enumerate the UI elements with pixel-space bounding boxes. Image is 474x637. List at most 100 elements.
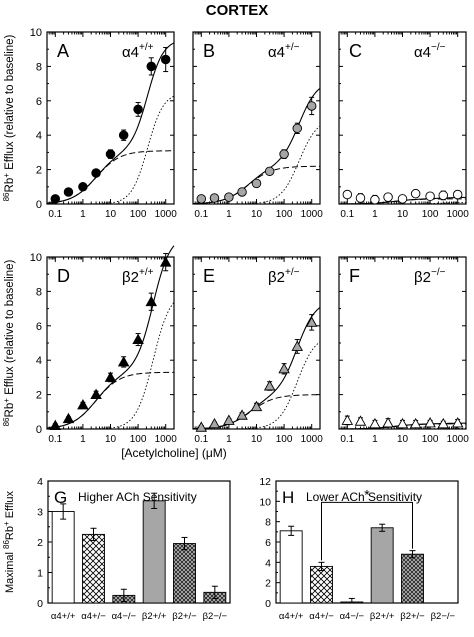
- data-point: [49, 419, 62, 431]
- x-tick-label: 100: [130, 209, 147, 220]
- x-tick-label: 100: [422, 434, 439, 445]
- data-point: [291, 340, 304, 351]
- x-tick-label: 100: [276, 209, 293, 220]
- x-tick-label: 0.1: [194, 209, 208, 220]
- data-point: [104, 371, 117, 382]
- fit-low-sensitivity-curve: [47, 95, 175, 205]
- data-point: [91, 168, 101, 178]
- data-point: [133, 104, 143, 115]
- category-label: β2+/+: [370, 611, 395, 622]
- panel-letter: B: [203, 41, 215, 61]
- y-axis-label: Maximal 86Rb+ Efflux: [2, 490, 16, 593]
- y-tick-label: 0: [37, 598, 43, 610]
- y-tick-label: 6: [265, 537, 271, 549]
- category-label: α4−/−: [112, 611, 137, 622]
- panel-letter: E: [203, 266, 215, 286]
- data-point: [50, 194, 61, 204]
- x-tick-label: 0.1: [194, 434, 208, 445]
- fit-total-curve: [46, 42, 175, 204]
- y-tick-label: 3: [37, 507, 43, 519]
- significance-label: *: [364, 486, 370, 502]
- category-label: β2−/−: [203, 611, 228, 622]
- x-tick-label: 0.1: [48, 434, 62, 445]
- significance-bracket: [321, 501, 413, 561]
- data-point: [409, 417, 422, 429]
- panel-e: 0.1 1 10 100 1000 E β2+/−: [192, 256, 324, 445]
- data-point: [160, 54, 171, 65]
- bar: [370, 527, 394, 604]
- x-tick-label: 1000: [447, 434, 470, 445]
- category-label: β2+/−: [172, 611, 197, 622]
- x-axis-label: [Acetylcholine] (μM): [121, 446, 227, 460]
- panel-letter: A: [57, 41, 69, 61]
- y-tick-label: 2: [36, 165, 42, 177]
- category-label: α4+/−: [309, 611, 334, 622]
- y-axis-label: 86Rb+ Efflux (relative to baseline): [2, 34, 16, 201]
- y-axis-label: 86Rb+ Efflux (relative to baseline): [2, 259, 16, 426]
- x-tick-label: 10: [251, 434, 263, 445]
- data-point: [451, 417, 464, 428]
- data-point: [223, 414, 235, 425]
- x-tick-label: 1: [226, 434, 232, 445]
- data-point: [146, 61, 157, 72]
- data-point: [196, 194, 207, 204]
- data-point: [250, 400, 263, 412]
- y-tick-label: 1: [37, 568, 43, 580]
- bar: [340, 601, 364, 604]
- bar: [142, 500, 166, 604]
- data-point: [370, 194, 380, 205]
- fit-low-sensitivity-curve: [193, 341, 321, 430]
- data-point: [159, 256, 172, 267]
- category-label: α4+/+: [51, 611, 76, 622]
- panel-letter: G: [54, 488, 67, 507]
- y-tick-label: 8: [36, 286, 42, 298]
- category-label: α4+/+: [279, 611, 304, 622]
- data-point: [62, 412, 75, 424]
- y-tick-label: 2: [36, 390, 42, 402]
- data-point: [117, 355, 130, 367]
- y-tick-label: 4: [36, 130, 42, 142]
- x-tick-label: 10: [251, 209, 263, 220]
- data-point: [105, 149, 116, 159]
- y-tick-label: 0: [36, 424, 42, 436]
- data-point: [410, 188, 421, 199]
- x-tick-label: 1000: [447, 209, 470, 220]
- data-point: [383, 192, 393, 202]
- panel-title: Lower ACh Sensitivity: [306, 490, 422, 504]
- x-tick-label: 0.1: [48, 209, 62, 220]
- genotype-label: α4−/−: [414, 42, 446, 61]
- data-point: [341, 414, 354, 425]
- data-point: [195, 421, 208, 432]
- x-tick-label: 0.1: [340, 209, 354, 220]
- x-tick-label: 100: [276, 434, 293, 445]
- x-tick-label: 1: [372, 434, 378, 445]
- fit-low-sensitivity-curve: [193, 125, 321, 205]
- genotype-label: β2−/−: [414, 267, 446, 286]
- data-point: [306, 101, 317, 111]
- y-tick-label: 4: [36, 355, 42, 367]
- y-tick-label: 0: [265, 598, 271, 610]
- data-point: [209, 193, 220, 203]
- data-point: [145, 295, 158, 307]
- data-point: [264, 166, 275, 177]
- y-tick-label: 10: [30, 27, 42, 39]
- y-tick-label: 4: [265, 557, 271, 569]
- data-point: [452, 189, 463, 200]
- x-tick-label: 1000: [301, 434, 324, 445]
- category-label: α4−/−: [340, 611, 365, 622]
- bar: [173, 543, 196, 604]
- panel-letter: C: [349, 41, 362, 61]
- data-point: [354, 415, 367, 426]
- data-point: [90, 388, 102, 400]
- category-label: β2+/−: [400, 611, 425, 622]
- panel-letter: F: [349, 266, 360, 286]
- data-point: [77, 398, 89, 410]
- data-point: [397, 194, 408, 204]
- panel-letter: D: [57, 266, 70, 286]
- x-tick-label: 10: [397, 434, 409, 445]
- x-tick-label: 10: [105, 434, 117, 445]
- category-label: β2−/−: [431, 611, 456, 622]
- data-point: [118, 130, 129, 140]
- y-tick-label: 6: [36, 321, 42, 333]
